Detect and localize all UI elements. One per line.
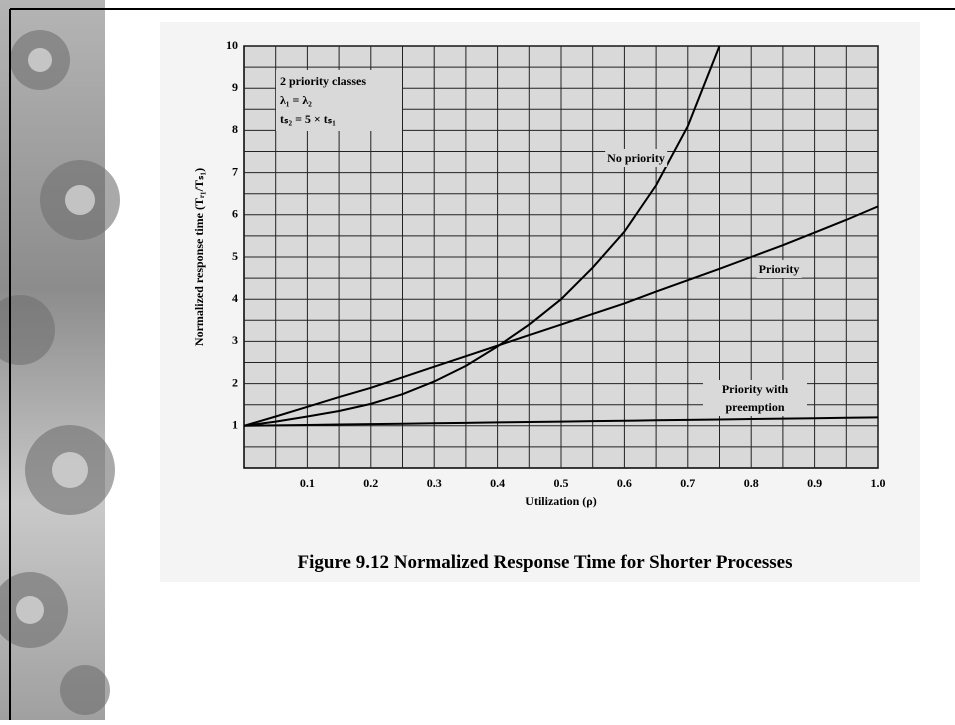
y-tick-label: 1: [232, 418, 238, 432]
annotation: λ₁ = λ₂: [280, 93, 312, 107]
x-tick-label: 0.7: [680, 476, 695, 490]
y-tick-label: 6: [232, 207, 238, 221]
series-line: [243, 205, 879, 427]
x-tick-label: 0.2: [363, 476, 378, 490]
y-tick-label: 4: [232, 291, 238, 305]
series-label: No priority: [605, 149, 667, 167]
series-label: Priority: [756, 260, 802, 278]
x-tick-label: 0.9: [807, 476, 822, 490]
x-tick-label: 0.4: [490, 476, 505, 490]
x-tick-label: 0.8: [744, 476, 759, 490]
y-tick-label: 2: [232, 375, 238, 389]
x-tick-label: 0.3: [427, 476, 442, 490]
y-tick-label: 3: [232, 333, 238, 347]
y-axis-label: Normalized response time (Tᵣ₁/Tₛ₁): [192, 168, 206, 346]
y-tick-label: 9: [232, 80, 238, 94]
y-tick-label: 7: [232, 164, 238, 178]
annotation: 2 priority classes: [280, 74, 366, 88]
gear-decor-light: [16, 48, 95, 624]
series-line: [243, 45, 721, 427]
y-tick-label: 10: [226, 38, 238, 52]
x-tick-label: 0.6: [617, 476, 632, 490]
figure-caption: Figure 9.12 Normalized Response Time for…: [297, 552, 793, 573]
series-label: Priority with preemption: [703, 380, 807, 416]
x-tick-label: 0.1: [300, 476, 315, 490]
series-line: [243, 416, 879, 427]
y-tick-label: 8: [232, 122, 238, 136]
x-axis-label: Utilization (ρ): [525, 494, 596, 508]
x-tick-label: 1.0: [871, 476, 886, 490]
x-tick-label: 0.5: [554, 476, 569, 490]
annotation: tₛ₂ = 5 × tₛ₁: [280, 112, 336, 126]
y-tick-label: 5: [232, 249, 238, 263]
annotation-box: 2 priority classes λ₁ = λ₂ tₛ₂ = 5 × tₛ₁: [276, 70, 402, 131]
